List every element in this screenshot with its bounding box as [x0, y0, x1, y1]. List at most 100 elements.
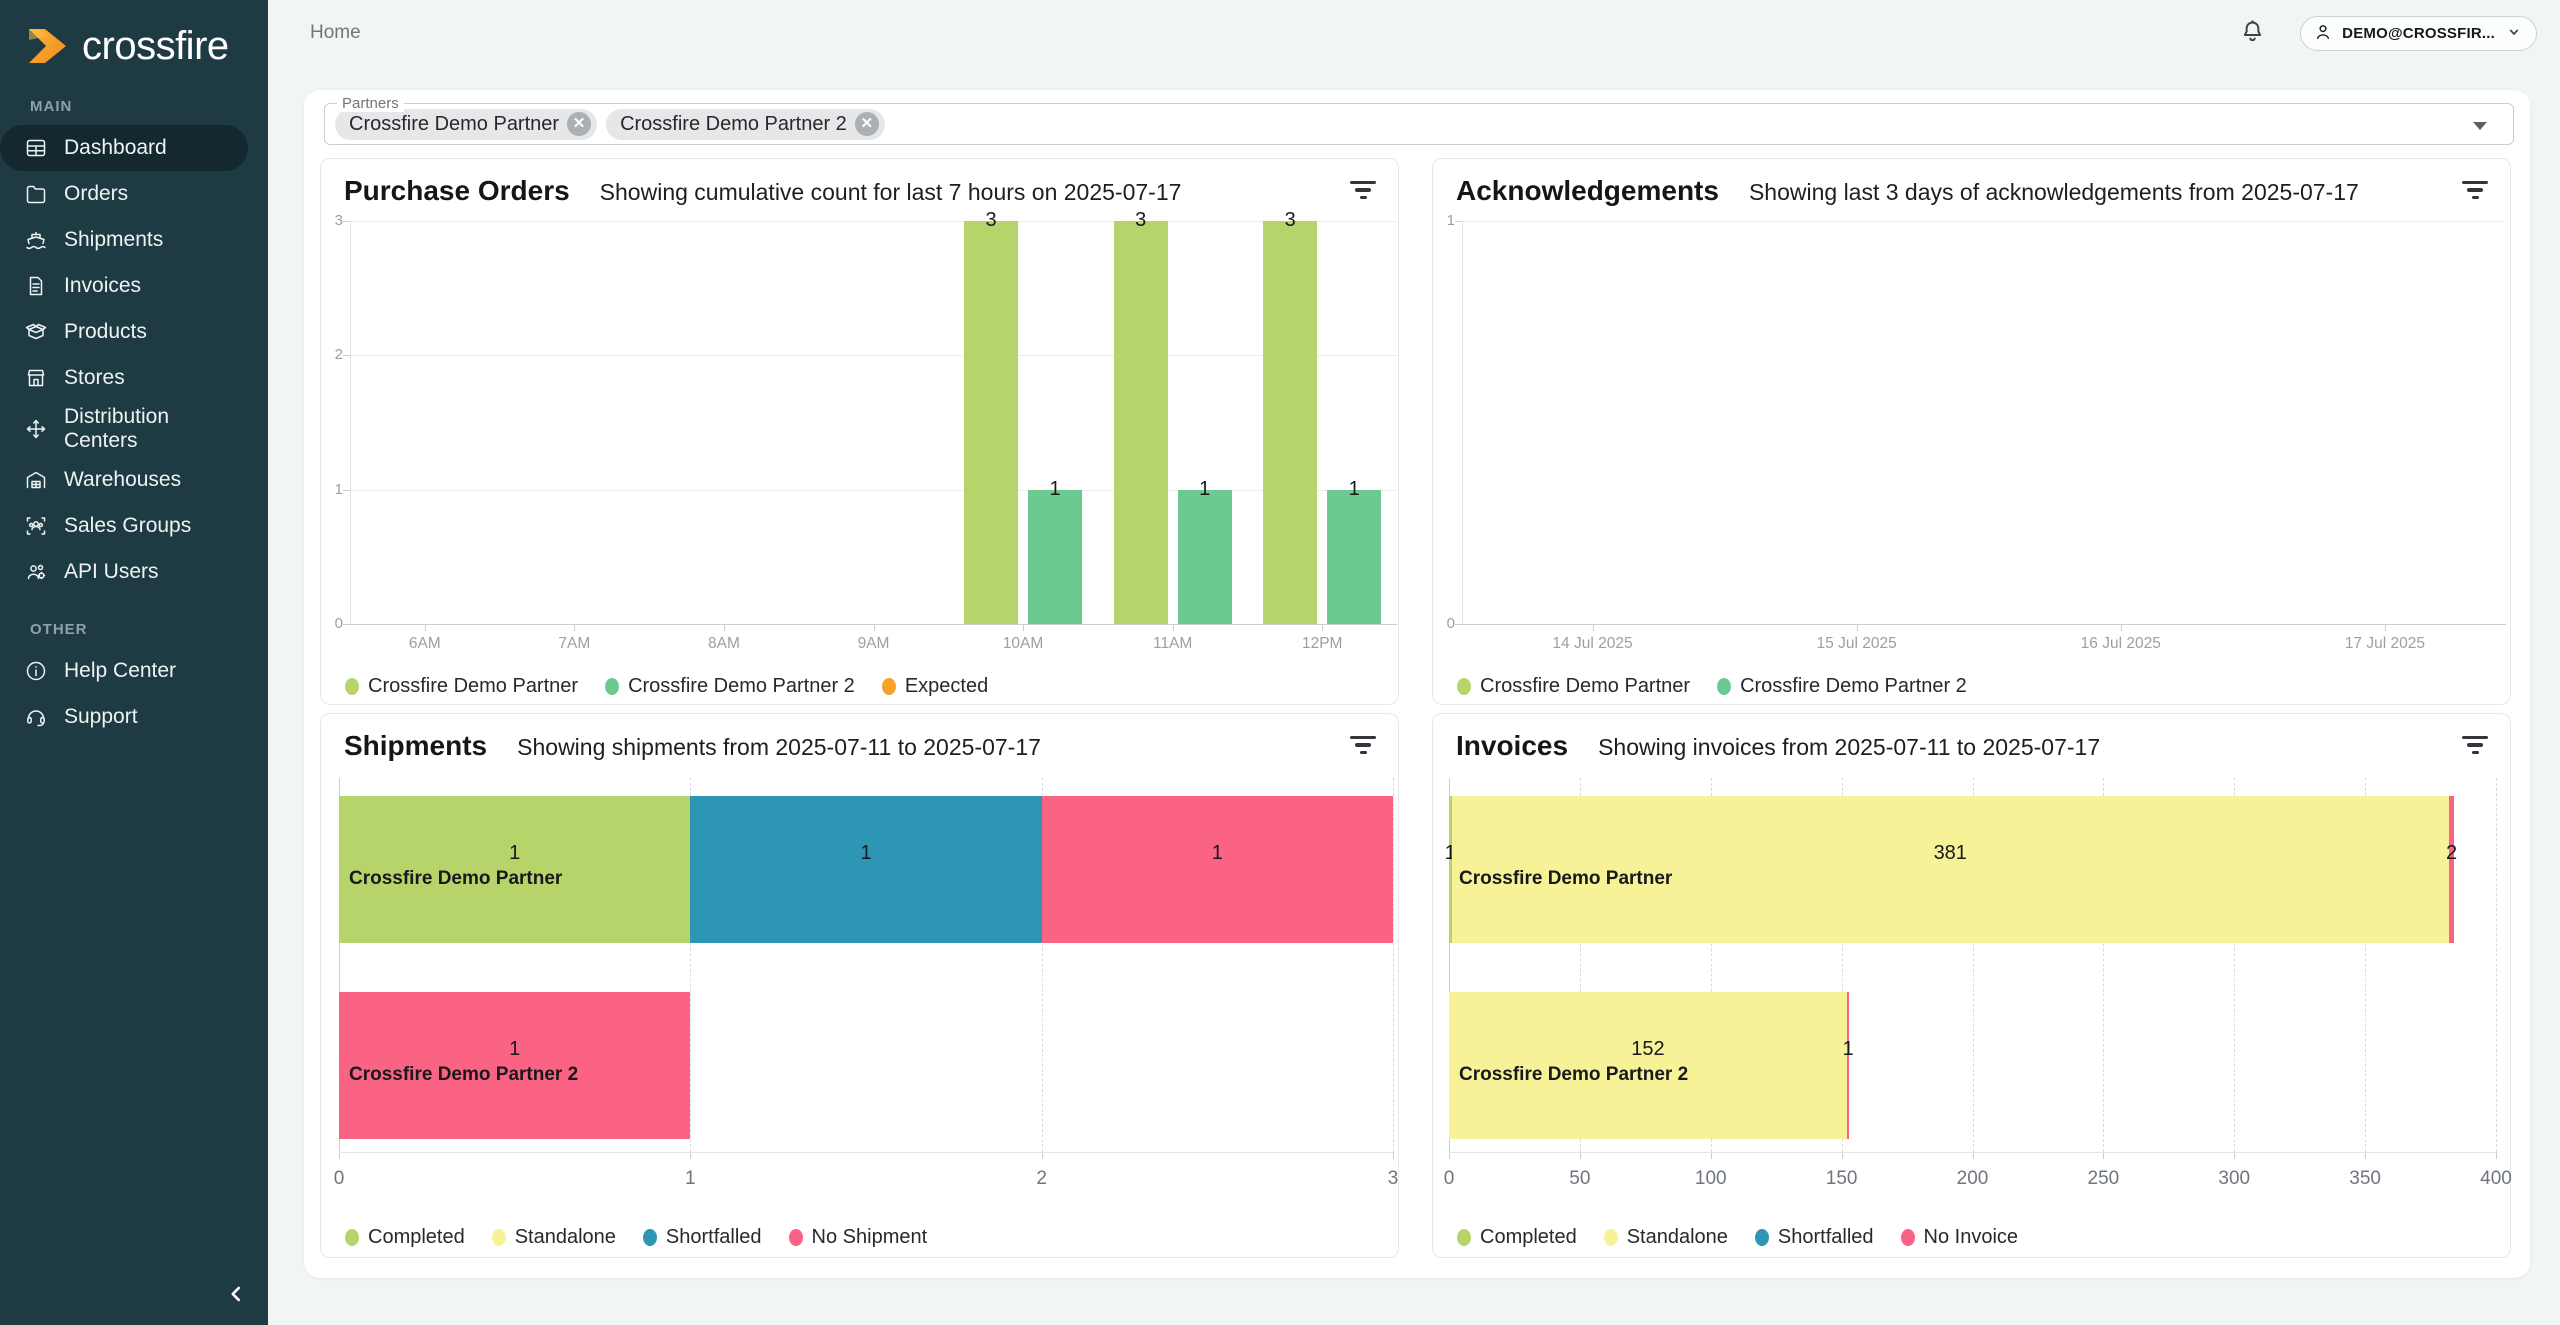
- partner-chips: Crossfire Demo Partner ✕ Crossfire Demo Pa…: [335, 108, 885, 140]
- dropdown-arrow-icon[interactable]: [2473, 122, 2487, 130]
- sidebar-item-label: Dashboard: [64, 136, 167, 159]
- legend-item-no-shipment: No Shipment: [788, 1226, 927, 1249]
- sidebar-collapse-button[interactable]: [218, 1277, 254, 1313]
- legend-dot: [881, 678, 896, 695]
- x-axis-tick-label: 15 Jul 2025: [1816, 635, 1897, 652]
- x-axis-tick-label: 12PM: [1301, 635, 1343, 652]
- sidebar-item-label: Support: [64, 705, 138, 728]
- segment-standalone: [1449, 992, 1847, 1139]
- legend-item-crossfire-demo-partner: Crossfire Demo Partner: [1457, 675, 1690, 698]
- bar-crossfire-demo-partner: [1263, 221, 1318, 624]
- sidebar-item-invoices[interactable]: Invoices: [0, 263, 248, 309]
- y-axis-tick-label: 0: [334, 615, 343, 632]
- sidebar-item-help-center[interactable]: Help Center: [0, 648, 248, 694]
- segment-completed: [1449, 796, 1452, 943]
- notifications-button[interactable]: [2239, 18, 2266, 48]
- legend-dot: [1900, 1229, 1915, 1246]
- ship-icon: [24, 228, 48, 252]
- api-users-icon: [24, 560, 48, 584]
- user-menu-button[interactable]: DEMO@CROSSFIR...: [2300, 15, 2537, 51]
- x-axis-tick-label: 200: [1956, 1168, 1989, 1189]
- legend-dot: [642, 1229, 657, 1246]
- x-axis-tick-label: 150: [1825, 1168, 1858, 1189]
- sidebar-nav: MAIN Dashboard Orders Shipments Invoices Prod…: [0, 98, 268, 740]
- sidebar-item-label: Distribution Centers: [64, 405, 170, 452]
- bar-crossfire-demo-partner-2: [1028, 489, 1083, 624]
- filter-icon: [1350, 735, 1376, 740]
- x-axis-tick-label: 16 Jul 2025: [2080, 635, 2161, 652]
- sidebar-item-label: Help Center: [64, 659, 177, 682]
- legend-dot: [1717, 678, 1732, 695]
- legend-item-completed: Completed: [1457, 1226, 1577, 1249]
- partners-select[interactable]: Partners Crossfire Demo Partner ✕ Crossfir…: [324, 95, 2514, 145]
- sidebar-item-orders[interactable]: Orders: [0, 171, 248, 217]
- sidebar-item-support[interactable]: Support: [0, 694, 248, 740]
- filter-button[interactable]: [1346, 730, 1380, 760]
- storefront-icon: [24, 366, 48, 390]
- row-partner-label: Crossfire Demo Partner 2: [1459, 1064, 1689, 1085]
- headset-icon: [24, 705, 48, 729]
- x-axis-tick-label: 300: [2218, 1168, 2251, 1189]
- sidebar-item-dashboard[interactable]: Dashboard: [0, 125, 248, 171]
- bar-crossfire-demo-partner-2: [1327, 489, 1382, 624]
- sidebar-item-label: Invoices: [64, 274, 142, 297]
- partner-chip: Crossfire Demo Partner ✕: [335, 108, 598, 140]
- x-axis-tick-label: 250: [2087, 1168, 2120, 1189]
- purchase-orders-plot: 0 1 2 3 6AM 7AM 8AM 9AM 10AM 3 1 11AM 3 1 12PM 3 1: [321, 159, 1398, 704]
- sidebar-item-shipments[interactable]: Shipments: [0, 217, 248, 263]
- legend-dot: [1603, 1229, 1618, 1246]
- acknowledgements-card: Acknowledgements Showing last 3 days of …: [1432, 158, 2511, 705]
- legend-item-no-invoice: No Invoice: [1900, 1226, 2018, 1249]
- sidebar: crossfire MAIN Dashboard Orders Shipments In…: [0, 0, 268, 1325]
- chip-remove-button[interactable]: ✕: [854, 112, 879, 136]
- segment-no-shipment: [339, 992, 691, 1139]
- chevron-down-icon: [2504, 22, 2524, 45]
- x-axis-tick-label: 9AM: [857, 635, 890, 652]
- segment-value-label: 1: [1444, 842, 1456, 864]
- filter-button[interactable]: [2458, 175, 2492, 205]
- segment-shortfalled: [690, 796, 1042, 943]
- partners-field-label: Partners: [337, 95, 404, 112]
- x-axis-tick-label: 100: [1694, 1168, 1727, 1189]
- sidebar-item-label: Sales Groups: [64, 514, 192, 537]
- chart-subtitle: Showing last 3 days of acknowledgements …: [1748, 179, 2359, 205]
- legend-label: Shortfalled: [1777, 1226, 1874, 1248]
- main-area: Home DEMO@CROSSFIR...: [268, 0, 2560, 1325]
- sidebar-item-api-users[interactable]: API Users: [0, 549, 248, 595]
- filter-button[interactable]: [1346, 175, 1380, 205]
- segment-standalone: [1451, 796, 2449, 943]
- bar-value-label: 3: [985, 209, 997, 231]
- chart-title: Acknowledgements: [1456, 175, 1719, 206]
- partner-chip: Crossfire Demo Partner 2 ✕: [606, 108, 885, 140]
- legend-label: Shortfalled: [665, 1226, 762, 1248]
- row-partner-label: Crossfire Demo Partner: [349, 868, 563, 889]
- crossfire-chevron-icon: [26, 26, 68, 66]
- chip-remove-button[interactable]: ✕: [567, 112, 592, 136]
- legend-label: Crossfire Demo Partner 2: [1740, 675, 1967, 697]
- sidebar-section-label: OTHER: [30, 621, 88, 638]
- sidebar-item-sales-groups[interactable]: Sales Groups: [0, 503, 248, 549]
- legend-label: Standalone: [514, 1226, 616, 1248]
- sidebar-item-distribution-centers[interactable]: Distribution Centers: [0, 401, 248, 457]
- chart-legend: Crossfire Demo Partner Crossfire Demo Par…: [1457, 675, 1967, 698]
- sidebar-item-stores[interactable]: Stores: [0, 355, 248, 401]
- sidebar-item-label: Stores: [64, 366, 125, 389]
- y-axis-tick-label: 0: [1446, 615, 1455, 632]
- sidebar-item-warehouses[interactable]: Warehouses: [0, 457, 248, 503]
- chart-legend: Crossfire Demo Partner Crossfire Demo Par…: [345, 675, 988, 698]
- chart-legend: Completed Standalone Shortfalled No Invoice: [1457, 1226, 2018, 1249]
- bar-crossfire-demo-partner: [964, 221, 1019, 624]
- x-axis-tick-label: 7AM: [558, 635, 591, 652]
- legend-item-completed: Completed: [345, 1226, 465, 1249]
- person-icon: [2313, 22, 2333, 45]
- bar-crossfire-demo-partner: [1113, 221, 1168, 624]
- row-partner-label: Crossfire Demo Partner: [1459, 868, 1673, 889]
- sidebar-item-label: Products: [64, 320, 147, 343]
- segment-no-invoice: [1846, 992, 1850, 1139]
- user-menu-label: DEMO@CROSSFIR...: [2342, 24, 2495, 42]
- filter-button[interactable]: [2458, 730, 2492, 760]
- sidebar-item-products[interactable]: Products: [0, 309, 248, 355]
- legend-label: Standalone: [1626, 1226, 1728, 1248]
- legend-dot: [1457, 1229, 1471, 1246]
- y-axis-tick-label: 1: [1446, 212, 1455, 229]
